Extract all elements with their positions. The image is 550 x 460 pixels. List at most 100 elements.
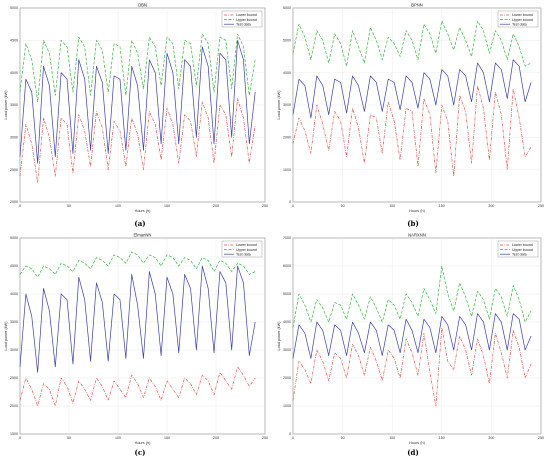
- legend-entry: Lower bound: [512, 13, 533, 17]
- x-tick-label: 100: [389, 204, 395, 208]
- y-tick-label: 3000: [283, 348, 291, 352]
- y-tick-label: 2000: [283, 376, 291, 380]
- x-tick-label: 50: [341, 436, 345, 440]
- y-tick-label: 6000: [283, 6, 291, 10]
- y-tick-label: 3500: [10, 103, 18, 107]
- x-tick-label: 250: [538, 436, 544, 440]
- y-tick-label: 4000: [10, 292, 18, 296]
- y-tick-label: 1000: [283, 404, 291, 408]
- y-tick-label: 1000: [283, 168, 291, 172]
- panel-caption: (a): [134, 219, 145, 228]
- series-line-upper-bound: [19, 251, 256, 278]
- x-tick-label: 150: [439, 436, 445, 440]
- panel-caption: (c): [135, 448, 146, 457]
- legend-entry: Test data: [512, 22, 527, 26]
- series-line-test-data: [19, 39, 256, 164]
- series-line-upper-bound: [292, 265, 532, 328]
- chart-title: NARXNN: [408, 233, 426, 238]
- y-tick-label: 0: [289, 432, 291, 436]
- x-tick-label: 100: [115, 436, 121, 440]
- y-tick-label: 3000: [283, 103, 291, 107]
- chart-title: DBN: [138, 3, 147, 8]
- y-tick-label: 6000: [283, 264, 291, 268]
- y-tick-label: 2000: [10, 404, 18, 408]
- panel-caption: (d): [407, 448, 419, 457]
- y-tick-label: 4000: [283, 71, 291, 75]
- x-tick-label: 200: [488, 204, 494, 208]
- x-axis-label: Hours (h): [409, 441, 426, 445]
- x-tick-label: 50: [67, 204, 71, 208]
- x-tick-label: 150: [164, 436, 170, 440]
- y-tick-label: 2500: [10, 168, 18, 172]
- x-axis-label: Hours (h): [135, 209, 152, 213]
- y-tick-label: 4500: [10, 264, 18, 268]
- series-line-lower-bound: [292, 327, 532, 407]
- x-tick-label: 50: [341, 204, 345, 208]
- x-tick-label: 250: [262, 436, 268, 440]
- y-tick-label: 5000: [10, 236, 18, 240]
- y-tick-label: 5000: [283, 39, 291, 43]
- x-tick-label: 100: [115, 204, 121, 208]
- plot-area: [292, 237, 542, 435]
- series-line-lower-bound: [292, 85, 532, 177]
- legend-entry: Upper bound: [236, 248, 257, 252]
- x-axis-label: Hours (h): [409, 209, 426, 213]
- series-line-test-data: [292, 59, 532, 119]
- x-tick-label: 200: [213, 436, 219, 440]
- chart-panel-d: 0 1000 2000 3000 4000 5000 6000 7000 0 50 100 150 20…: [277, 233, 544, 458]
- series-line-test-data: [292, 313, 532, 359]
- x-tick-label: 0: [19, 436, 21, 440]
- legend-entry: Lower bound: [236, 243, 257, 247]
- x-tick-label: 0: [19, 204, 21, 208]
- x-axis-label: Hours (h): [135, 441, 152, 445]
- panel-caption: (b): [407, 219, 419, 228]
- x-tick-label: 150: [439, 204, 445, 208]
- x-tick-label: 150: [164, 204, 170, 208]
- y-axis-label: Load power (kW): [277, 321, 281, 351]
- x-tick-label: 250: [262, 204, 268, 208]
- y-tick-label: 3000: [10, 136, 18, 140]
- chart-panel-c: 1500 2000 2500 3000 3500 4000 4500 5000 0 50 100 15…: [4, 233, 268, 458]
- y-tick-label: 2000: [10, 200, 18, 204]
- y-tick-label: 2000: [283, 136, 291, 140]
- x-tick-label: 200: [488, 436, 494, 440]
- series-line-upper-bound: [19, 33, 256, 103]
- chart-title: BPNN: [411, 3, 423, 8]
- x-tick-label: 250: [538, 204, 544, 208]
- y-tick-label: 0: [289, 200, 291, 204]
- x-tick-label: 200: [213, 204, 219, 208]
- y-axis-label: Load power (kW): [277, 90, 281, 120]
- y-tick-label: 4500: [10, 39, 18, 43]
- y-tick-label: 1500: [10, 432, 18, 436]
- legend-entry: Test data: [236, 252, 251, 256]
- chart-panel-b: 0 1000 2000 3000 4000 5000 6000 0 50 100 150 200 250…: [277, 3, 544, 229]
- legend-entry: Upper bound: [512, 18, 533, 22]
- plot-area: [19, 237, 266, 435]
- y-tick-label: 3000: [10, 348, 18, 352]
- y-tick-label: 7000: [283, 236, 291, 240]
- y-tick-label: 5000: [10, 6, 18, 10]
- y-tick-label: 4000: [10, 71, 18, 75]
- x-tick-label: 0: [292, 204, 294, 208]
- y-axis-label: Load power (kW): [4, 90, 8, 120]
- series-line-lower-bound: [19, 98, 256, 183]
- legend-entry: Upper bound: [512, 248, 533, 252]
- x-tick-label: 0: [292, 436, 294, 440]
- y-tick-label: 3500: [10, 320, 18, 324]
- x-tick-label: 100: [389, 436, 395, 440]
- series-line-test-data: [19, 265, 256, 373]
- chart-panel-a: 2000 2500 3000 3500 4000 4500 5000 0 50 100 150 200…: [4, 3, 268, 229]
- y-tick-label: 2500: [10, 376, 18, 380]
- legend-entry: Test data: [512, 252, 527, 256]
- legend-entry: Test data: [236, 22, 251, 26]
- y-tick-label: 4000: [283, 320, 291, 324]
- y-tick-label: 5000: [283, 292, 291, 296]
- legend-entry: Lower bound: [512, 243, 533, 247]
- legend-entry: Upper bound: [236, 18, 257, 22]
- chart-title: ElmanNN: [134, 233, 152, 238]
- series-line-lower-bound: [19, 366, 256, 407]
- x-tick-label: 50: [67, 436, 71, 440]
- y-axis-label: Load power (kW): [4, 321, 8, 351]
- legend-entry: Lower bound: [236, 13, 257, 17]
